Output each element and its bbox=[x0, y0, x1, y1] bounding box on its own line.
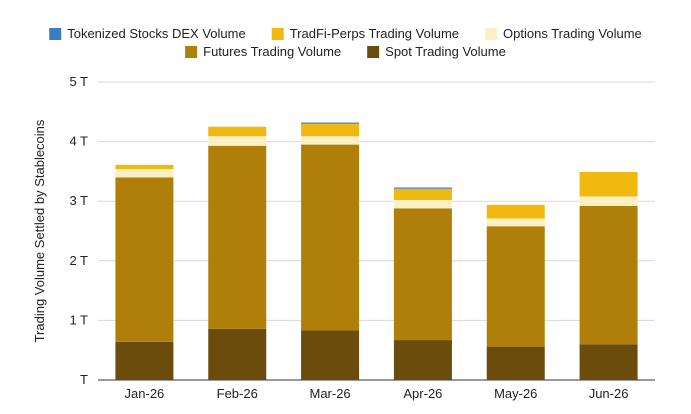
bar-stack-jun-26 bbox=[579, 171, 638, 380]
bar-stack-apr-26 bbox=[393, 187, 452, 380]
bar-futures-trading-volume-jun-26 bbox=[579, 205, 638, 345]
legend-item-spot-trading-volume: Spot Trading Volume bbox=[367, 44, 506, 59]
y-tick-label: 2 T bbox=[69, 253, 88, 268]
bar-tradfi-perps-trading-volume-may-26 bbox=[486, 204, 545, 219]
y-axis-title: Trading Volume Settled by Stablecoins bbox=[32, 119, 47, 342]
y-tick-label: 1 T bbox=[69, 312, 88, 327]
bar-options-trading-volume-apr-26 bbox=[393, 200, 452, 209]
bar-tradfi-perps-trading-volume-feb-26 bbox=[208, 126, 267, 137]
bar-spot-trading-volume-may-26 bbox=[486, 346, 545, 380]
y-tick-label: 4 T bbox=[69, 134, 88, 149]
bar-futures-trading-volume-mar-26 bbox=[301, 144, 360, 331]
bar-futures-trading-volume-may-26 bbox=[486, 226, 545, 347]
bar-spot-trading-volume-mar-26 bbox=[301, 330, 360, 380]
x-tick-label: Jan-26 bbox=[125, 386, 165, 401]
legend-item-tradfi-perps-trading-volume: TradFi-Perps Trading Volume bbox=[271, 26, 459, 41]
x-tick-label: Apr-26 bbox=[403, 386, 442, 401]
x-tick-label: Mar-26 bbox=[309, 386, 350, 401]
x-axis-ticks: Jan-26 Feb-26 Mar-26 Apr-26 May-26 Jun-26 bbox=[125, 386, 629, 401]
legend-label: Futures Trading Volume bbox=[203, 44, 341, 59]
bar-spot-trading-volume-jan-26 bbox=[115, 341, 174, 380]
legend-label: Spot Trading Volume bbox=[385, 44, 506, 59]
y-tick-label: T bbox=[80, 372, 88, 387]
bar-tradfi-perps-trading-volume-apr-26 bbox=[393, 188, 452, 201]
bar-futures-trading-volume-feb-26 bbox=[208, 145, 267, 329]
legend-item-tokenized-stocks-dex-volume: Tokenized Stocks DEX Volume bbox=[49, 26, 246, 41]
legend: Tokenized Stocks DEX Volume TradFi-Perps … bbox=[49, 26, 642, 59]
bar-spot-trading-volume-feb-26 bbox=[208, 328, 267, 380]
legend-swatch bbox=[485, 28, 498, 40]
legend-item-options-trading-volume: Options Trading Volume bbox=[485, 26, 642, 41]
bar-futures-trading-volume-jan-26 bbox=[115, 177, 174, 342]
legend-swatch bbox=[185, 46, 198, 58]
bar-tokenized-stocks-dex-volume-mar-26 bbox=[301, 122, 360, 124]
bar-futures-trading-volume-apr-26 bbox=[393, 208, 452, 341]
legend-label: TradFi-Perps Trading Volume bbox=[290, 26, 459, 41]
legend-swatch bbox=[49, 28, 62, 40]
y-tick-label: 3 T bbox=[69, 193, 88, 208]
legend-swatch bbox=[271, 28, 284, 40]
bar-tokenized-stocks-dex-volume-apr-26 bbox=[393, 187, 452, 189]
bars bbox=[115, 122, 638, 380]
legend-item-futures-trading-volume: Futures Trading Volume bbox=[185, 44, 341, 59]
legend-label: Options Trading Volume bbox=[503, 26, 642, 41]
bar-tradfi-perps-trading-volume-mar-26 bbox=[301, 123, 360, 137]
bar-options-trading-volume-may-26 bbox=[486, 218, 545, 227]
legend-label: Tokenized Stocks DEX Volume bbox=[67, 26, 245, 41]
x-tick-label: May-26 bbox=[494, 386, 537, 401]
bar-tradfi-perps-trading-volume-jun-26 bbox=[579, 171, 638, 197]
legend-swatch bbox=[367, 46, 380, 58]
bar-options-trading-volume-jun-26 bbox=[579, 196, 638, 206]
x-tick-label: Jun-26 bbox=[589, 386, 629, 401]
y-tick-label: 5 T bbox=[69, 74, 88, 89]
bar-stack-mar-26 bbox=[301, 122, 360, 380]
bar-options-trading-volume-feb-26 bbox=[208, 136, 267, 146]
grid-lines bbox=[98, 81, 655, 381]
bar-options-trading-volume-jan-26 bbox=[115, 169, 174, 178]
bar-stack-may-26 bbox=[486, 204, 545, 380]
y-axis-ticks: T 1 T 2 T 3 T 4 T 5 T bbox=[69, 74, 88, 387]
bar-spot-trading-volume-apr-26 bbox=[393, 340, 452, 380]
bar-stack-jan-26 bbox=[115, 164, 174, 380]
bar-spot-trading-volume-jun-26 bbox=[579, 344, 638, 380]
bar-tradfi-perps-trading-volume-jan-26 bbox=[115, 164, 174, 170]
x-tick-label: Feb-26 bbox=[217, 386, 258, 401]
bar-stack-feb-26 bbox=[208, 126, 267, 380]
bar-options-trading-volume-mar-26 bbox=[301, 136, 360, 145]
